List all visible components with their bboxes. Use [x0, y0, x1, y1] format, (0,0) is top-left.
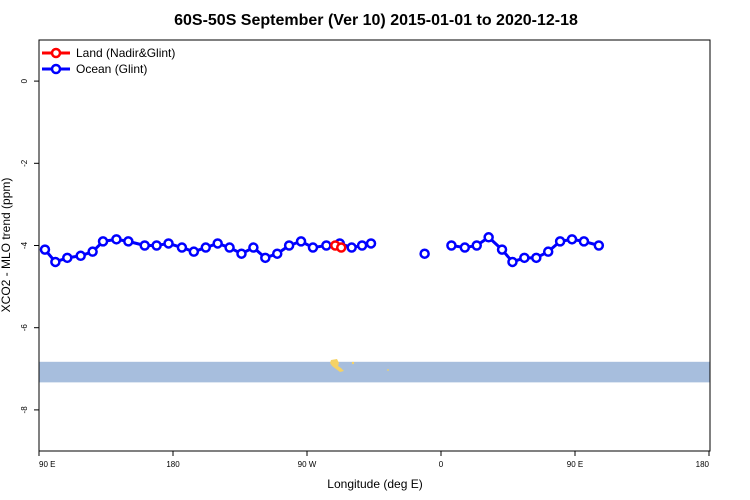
data-point [163, 238, 174, 249]
y-axis: 0 -2 -4 -6 -8 [20, 78, 39, 413]
data-point [236, 248, 247, 259]
data-point [87, 246, 98, 257]
data-point [566, 234, 578, 245]
data-point [356, 240, 368, 251]
data-point [346, 242, 357, 253]
data-point [321, 240, 332, 251]
data-point [295, 236, 307, 247]
x-tick-label: 180 [696, 460, 710, 469]
y-tick-label: -8 [20, 406, 29, 414]
x-axis: 90 E 180 90 W 0 90 E 180 [38, 451, 710, 469]
data-point [200, 242, 212, 253]
legend-ocean-label: Ocean (Glint) [76, 62, 147, 76]
data-point [307, 242, 319, 253]
data-point [39, 244, 51, 255]
data-point [188, 246, 200, 257]
x-tick-label: 90 W [298, 460, 317, 469]
data-point [446, 240, 457, 251]
data-point [593, 240, 605, 251]
data-point [212, 238, 223, 249]
data-point [50, 256, 61, 268]
map-strip [39, 359, 710, 383]
data-point [542, 246, 554, 257]
y-tick-label: -2 [20, 159, 29, 167]
data-point [419, 248, 430, 259]
data-point [483, 232, 494, 243]
x-axis-label: Longitude (deg E) [327, 477, 422, 491]
data-point [459, 242, 471, 253]
data-point [271, 248, 283, 259]
land-shape [330, 359, 344, 372]
ocean-band [39, 361, 710, 383]
legend-land-label: Land (Nadir&Glint) [76, 46, 175, 60]
data-point [151, 240, 162, 251]
data-point [554, 236, 566, 247]
data-point [97, 236, 109, 247]
data-point [283, 240, 295, 251]
data-point [365, 238, 377, 249]
chart-title: 60S-50S September (Ver 10) 2015-01-01 to… [174, 12, 578, 29]
data-point [260, 252, 271, 264]
legend-ocean-marker [50, 63, 62, 75]
data-point [578, 236, 590, 247]
island-shape [351, 361, 355, 365]
data-point [248, 242, 259, 253]
series-line [43, 237, 372, 264]
data-point [471, 240, 482, 251]
data-point [496, 244, 508, 255]
island-shape [387, 369, 389, 371]
x-tick-label: 90 E [39, 460, 55, 469]
series-ocean [39, 232, 605, 268]
series-land [330, 240, 347, 253]
data-point [75, 250, 86, 262]
legend-land-marker [50, 47, 62, 59]
y-tick-label: -4 [20, 241, 29, 249]
data-point [176, 242, 188, 253]
data-point [139, 240, 150, 251]
series-layer [39, 232, 605, 268]
legend: Land (Nadir&Glint) Ocean (Glint) [42, 46, 175, 76]
data-point [519, 252, 530, 264]
data-point [335, 242, 347, 253]
y-tick-label: 0 [20, 78, 29, 83]
data-point [531, 252, 542, 264]
data-point [123, 236, 134, 247]
y-tick-label: -6 [20, 324, 29, 332]
data-point [111, 234, 122, 245]
x-tick-label: 180 [166, 460, 180, 469]
data-point [507, 256, 518, 268]
data-point [224, 242, 235, 253]
data-point [62, 252, 73, 264]
x-tick-label: 90 E [567, 460, 583, 469]
x-tick-label: 0 [439, 460, 444, 469]
y-axis-label: XCO2 - MLO trend (ppm) [0, 178, 13, 313]
